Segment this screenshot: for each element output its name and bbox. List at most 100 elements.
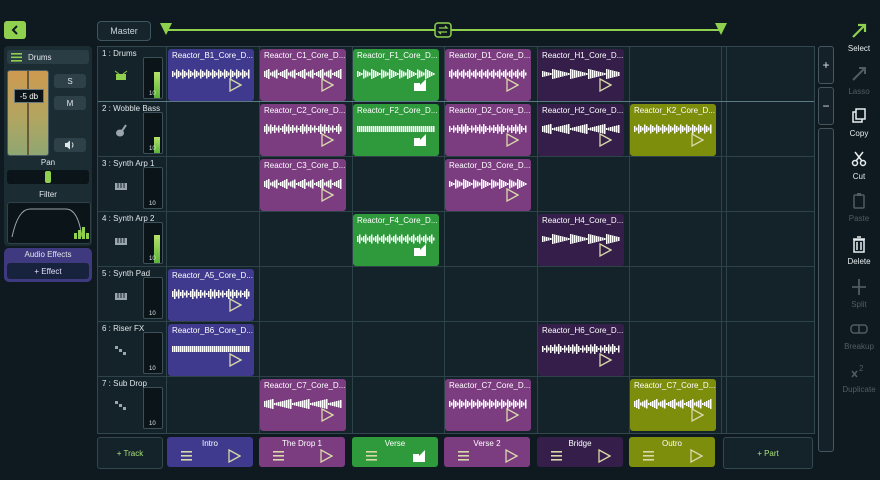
clip-active-icon[interactable] <box>413 78 427 97</box>
play-icon[interactable] <box>598 77 613 97</box>
clip-active-icon[interactable] <box>412 449 426 465</box>
play-icon[interactable] <box>598 352 613 372</box>
play-icon[interactable] <box>598 242 613 262</box>
clip-cell[interactable]: Reactor_F1_Core_D... <box>353 49 439 101</box>
tool-breakup[interactable]: Breakup <box>838 320 880 351</box>
clip-cell[interactable]: Reactor_C3_Core_D... <box>260 159 346 211</box>
tool-paste[interactable]: Paste <box>838 192 880 223</box>
clip-cell[interactable]: Reactor_A5_Core_D... <box>168 269 254 321</box>
play-icon[interactable] <box>228 352 243 372</box>
menu-icon[interactable] <box>551 451 563 463</box>
selected-row-highlight <box>98 101 814 102</box>
clip-cell[interactable]: Reactor_H2_Core_D... <box>538 104 624 156</box>
arrow-icon <box>838 22 880 40</box>
pan-slider[interactable] <box>7 170 89 184</box>
play-icon[interactable] <box>227 448 242 465</box>
menu-icon[interactable] <box>366 451 378 463</box>
clip-cell[interactable]: Reactor_D1_Core_D... <box>445 49 531 101</box>
track-label[interactable]: 5 : Synth Pad <box>102 269 151 278</box>
clip-cell[interactable]: Reactor_C7_Core_D... <box>630 379 716 431</box>
clip-cell[interactable]: Reactor_F4_Core_D... <box>353 214 439 266</box>
clip-active-icon[interactable] <box>413 243 427 262</box>
play-icon[interactable] <box>597 448 612 465</box>
clip-cell[interactable]: Reactor_C7_Core_D... <box>445 379 531 431</box>
zoom-out-button[interactable]: − <box>818 87 834 125</box>
loop-start-marker-icon[interactable] <box>160 23 172 37</box>
vertical-scrollbar[interactable] <box>818 128 834 452</box>
clip-cell[interactable]: Reactor_C2_Core_D... <box>260 104 346 156</box>
add-track-button[interactable]: + Track <box>97 437 163 469</box>
play-icon[interactable] <box>689 448 704 465</box>
play-icon[interactable] <box>228 77 243 97</box>
part-button[interactable]: Verse 2 <box>444 437 530 467</box>
tool-copy[interactable]: Copy <box>838 107 880 138</box>
clip-cell[interactable]: Reactor_H4_Core_D... <box>538 214 624 266</box>
clip-cell[interactable]: Reactor_C7_Core_D... <box>260 379 346 431</box>
clip-cell[interactable]: Reactor_K2_Core_D... <box>630 104 716 156</box>
track-label[interactable]: 4 : Synth Arp 2 <box>102 214 155 223</box>
tool-select[interactable]: Select <box>838 22 880 53</box>
track-label[interactable]: 7 : Sub Drop <box>102 379 147 388</box>
track-label[interactable]: 1 : Drums <box>102 49 137 58</box>
play-icon[interactable] <box>505 132 520 152</box>
play-icon[interactable] <box>319 448 334 465</box>
play-icon[interactable] <box>320 77 335 97</box>
play-icon[interactable] <box>504 448 519 465</box>
tool-split[interactable]: Split <box>838 278 880 309</box>
clip-cell[interactable]: Reactor_H6_Core_D... <box>538 324 624 376</box>
play-icon[interactable] <box>690 407 705 427</box>
play-icon <box>228 448 242 464</box>
clip-cell[interactable]: Reactor_D2_Core_D... <box>445 104 531 156</box>
part-button[interactable]: Outro <box>629 437 715 467</box>
clip-cell[interactable]: Reactor_H1_Core_D... <box>538 49 624 101</box>
add-part-button[interactable]: + Part <box>723 437 813 469</box>
tool-label: Copy <box>849 129 869 138</box>
menu-icon[interactable] <box>181 451 193 463</box>
play-icon[interactable] <box>598 132 613 152</box>
part-button[interactable]: Verse <box>352 437 438 467</box>
part-label: Outro <box>661 439 682 448</box>
part-button[interactable]: Bridge <box>537 437 623 467</box>
loop-toggle-icon[interactable] <box>434 22 452 38</box>
track-label[interactable]: 6 : Riser FX <box>102 324 145 333</box>
speaker-button[interactable] <box>54 138 86 152</box>
play-icon[interactable] <box>320 187 335 207</box>
play-icon[interactable] <box>505 187 520 207</box>
clip-cell[interactable]: Reactor_C1_Core_D... <box>260 49 346 101</box>
tool-lasso[interactable]: Lasso <box>838 65 880 96</box>
play-icon <box>599 352 613 368</box>
play-icon[interactable] <box>320 132 335 152</box>
track-label[interactable]: 3 : Synth Arp 1 <box>102 159 155 168</box>
part-button[interactable]: Intro <box>167 437 253 467</box>
clip-active-icon[interactable] <box>413 133 427 152</box>
clip-cell[interactable]: Reactor_D3_Core_D... <box>445 159 531 211</box>
master-button[interactable]: Master <box>97 21 151 41</box>
filter-graph[interactable] <box>7 202 91 244</box>
add-effect-button[interactable]: + Effect <box>7 263 89 279</box>
loop-end-marker-icon[interactable] <box>715 23 727 37</box>
clip-cell[interactable]: Reactor_B6_Core_D... <box>168 324 254 376</box>
menu-icon[interactable] <box>458 451 470 463</box>
track-label[interactable]: 2 : Wobble Bass <box>102 104 161 113</box>
part-button[interactable]: The Drop 1 <box>259 437 345 467</box>
pan-knob[interactable] <box>45 171 51 183</box>
menu-icon[interactable] <box>643 451 655 463</box>
tool-cut[interactable]: Cut <box>838 150 880 181</box>
tool-duplicate[interactable]: 2 Duplicate <box>838 363 880 394</box>
volume-fader[interactable]: -5 db <box>7 70 49 156</box>
menu-icon[interactable] <box>273 451 285 463</box>
zoom-in-button[interactable]: + <box>818 46 834 84</box>
clip-cell[interactable]: Reactor_F2_Core_D... <box>353 104 439 156</box>
clip-cell[interactable]: Reactor_B1_Core_D... <box>168 49 254 101</box>
play-icon[interactable] <box>320 407 335 427</box>
tool-delete[interactable]: Delete <box>838 235 880 266</box>
play-icon[interactable] <box>505 407 520 427</box>
solo-button[interactable]: S <box>54 74 86 88</box>
keyboard-icon <box>114 289 128 308</box>
back-button[interactable] <box>4 21 26 39</box>
play-icon[interactable] <box>690 132 705 152</box>
play-icon[interactable] <box>228 297 243 317</box>
mixer-track-name[interactable]: Drums <box>7 50 89 64</box>
play-icon[interactable] <box>505 77 520 97</box>
mute-button[interactable]: M <box>54 96 86 110</box>
